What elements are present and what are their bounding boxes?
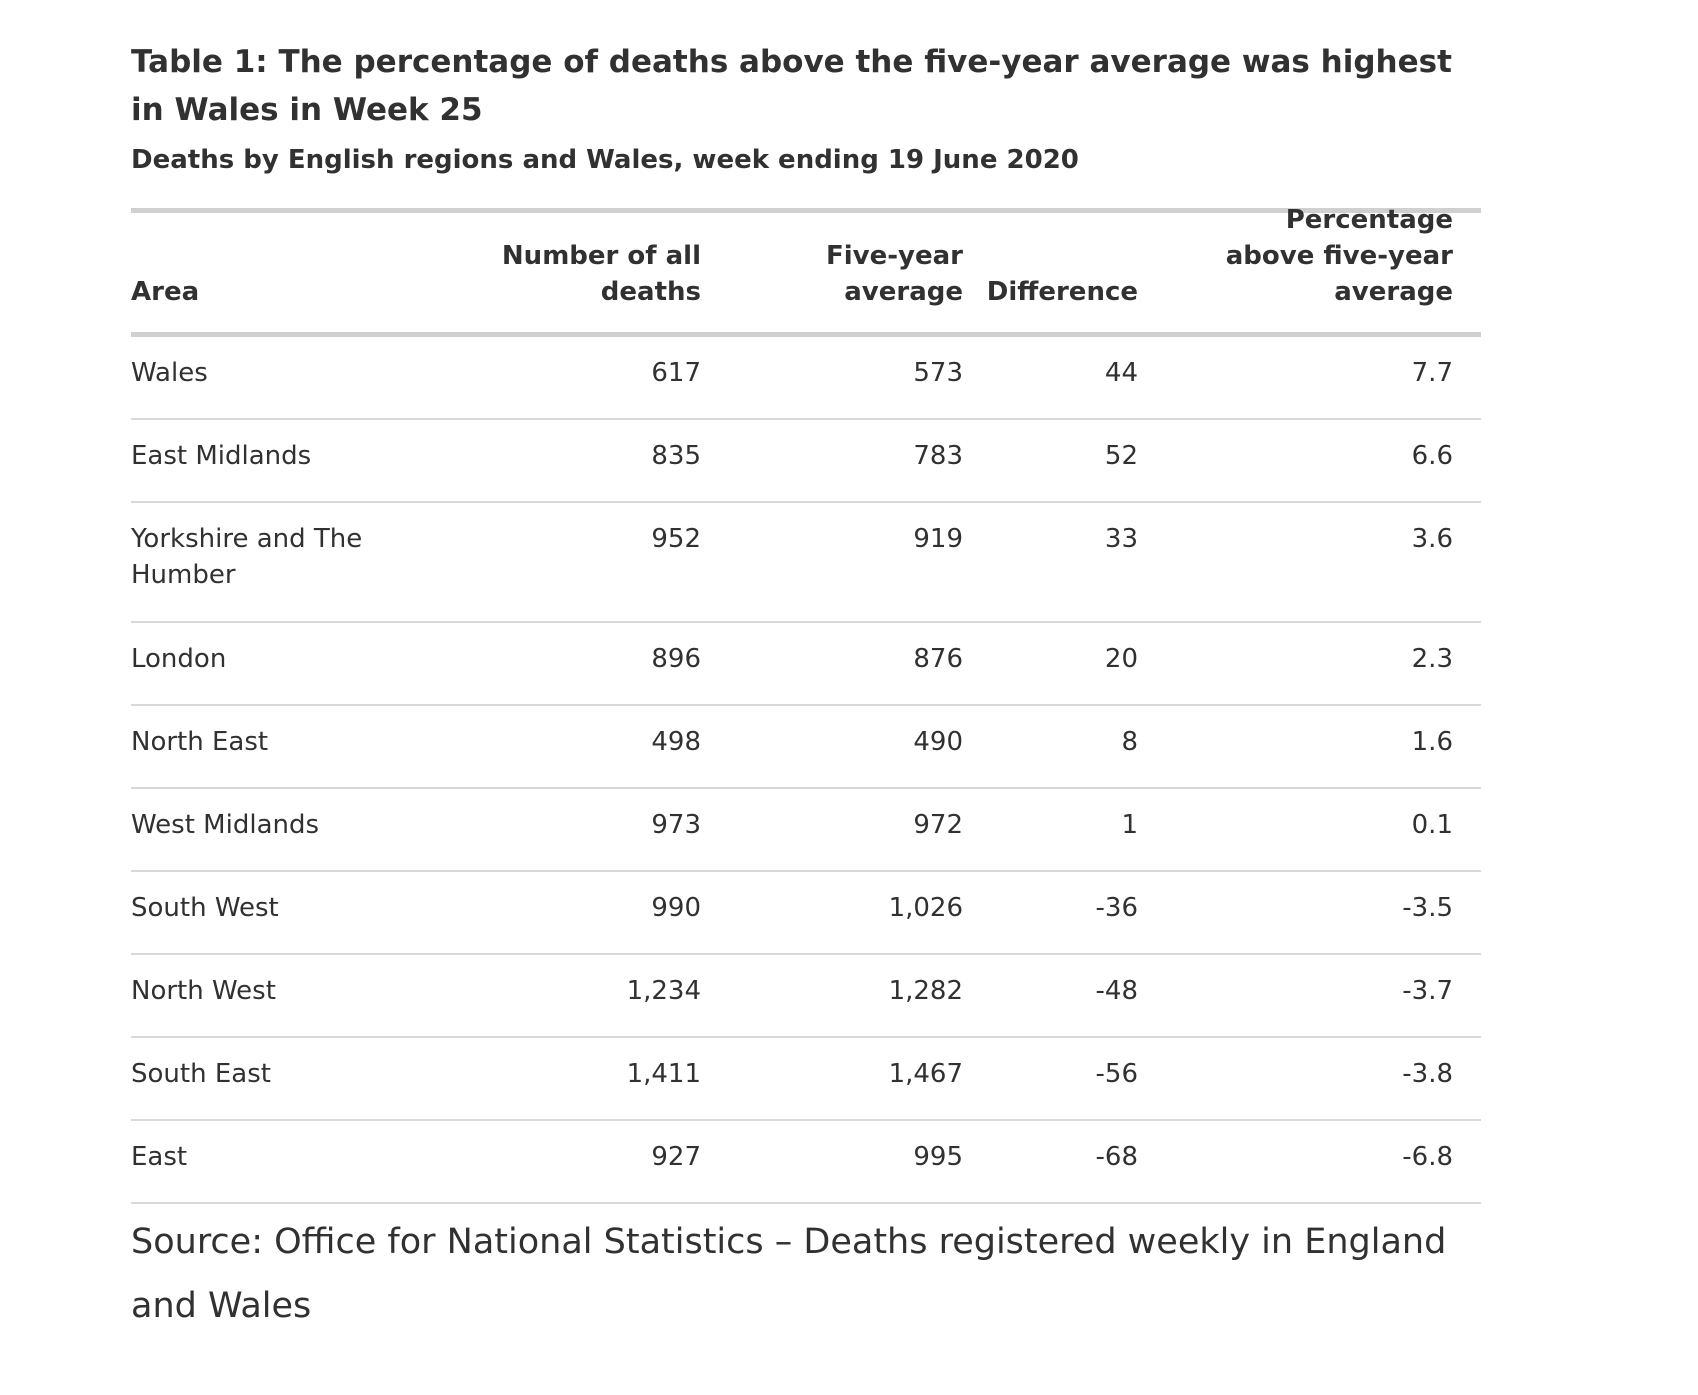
cell-average: 1,282	[888, 976, 963, 1006]
table-row: West Midlands 973 972 1 0.1	[131, 789, 1481, 872]
cell-deaths: 990	[651, 893, 701, 923]
cell-area: West Midlands	[131, 810, 320, 840]
table-top-rule	[131, 208, 1481, 213]
cell-percentage: -3.5	[1402, 893, 1453, 923]
table-row: Yorkshire and The Humber 952 919 33 3.6	[131, 503, 1481, 623]
table-body: Wales 617 573 44 7.7 East Midlands 835 7…	[131, 337, 1481, 1204]
cell-average: 876	[913, 644, 963, 674]
cell-area: North East	[131, 727, 269, 757]
cell-average: 573	[913, 358, 963, 388]
table-title: Table 1: The percentage of deaths above …	[131, 44, 1452, 128]
cell-difference: 8	[1121, 727, 1138, 757]
cell-deaths: 1,234	[626, 976, 701, 1006]
cell-average: 1,026	[888, 893, 963, 923]
cell-deaths: 1,411	[626, 1059, 701, 1089]
cell-percentage: 7.7	[1411, 358, 1453, 388]
cell-difference: 33	[1104, 524, 1138, 554]
table-row: Wales 617 573 44 7.7	[131, 337, 1481, 420]
table-row: South East 1,411 1,467 -56 -3.8	[131, 1038, 1481, 1121]
cell-difference: -56	[1095, 1059, 1138, 1089]
cell-deaths: 927	[651, 1142, 701, 1172]
cell-difference: 1	[1121, 810, 1138, 840]
cell-difference: 20	[1104, 644, 1138, 674]
cell-average: 490	[913, 727, 963, 757]
cell-percentage: -3.7	[1402, 976, 1453, 1006]
cell-difference: -68	[1095, 1142, 1138, 1172]
data-table: Area Number of all deaths Five-year aver…	[131, 205, 1481, 1204]
cell-average: 995	[913, 1142, 963, 1172]
cell-difference: 52	[1104, 441, 1138, 471]
cell-percentage: 6.6	[1411, 441, 1453, 471]
table-row: East 927 995 -68 -6.8	[131, 1121, 1481, 1204]
cell-area: North West	[131, 976, 276, 1006]
cell-area: South West	[131, 893, 279, 923]
cell-percentage: -3.8	[1402, 1059, 1453, 1089]
cell-average: 972	[913, 810, 963, 840]
cell-area: Wales	[131, 358, 208, 388]
table-row: North West 1,234 1,282 -48 -3.7	[131, 955, 1481, 1038]
document: Table 1: The percentage of deaths above …	[131, 38, 1481, 1204]
cell-difference: 44	[1104, 358, 1138, 388]
table-row: North East 498 490 8 1.6	[131, 706, 1481, 789]
header-area: Area	[131, 277, 200, 307]
cell-difference: -36	[1095, 893, 1138, 923]
cell-percentage: -6.8	[1402, 1142, 1453, 1172]
cell-deaths: 617	[651, 358, 701, 388]
cell-percentage: 1.6	[1411, 727, 1453, 757]
cell-area: London	[131, 644, 227, 674]
table-subtitle: Deaths by English regions and Wales, wee…	[131, 145, 1079, 175]
cell-percentage: 2.3	[1411, 644, 1453, 674]
cell-percentage: 3.6	[1411, 524, 1453, 554]
header-difference: Difference	[986, 277, 1138, 307]
cell-area: East Midlands	[131, 441, 312, 471]
cell-area: Yorkshire and The Humber	[131, 524, 363, 590]
cell-area: South East	[131, 1059, 271, 1089]
table-row: South West 990 1,026 -36 -3.5	[131, 872, 1481, 955]
cell-deaths: 973	[651, 810, 701, 840]
cell-deaths: 952	[651, 524, 701, 554]
table-row: London 896 876 20 2.3	[131, 623, 1481, 706]
cell-average: 1,467	[888, 1059, 963, 1089]
cell-difference: -48	[1095, 976, 1138, 1006]
header-percentage: Percentage above five-year average	[1225, 205, 1453, 307]
cell-deaths: 498	[651, 727, 701, 757]
cell-percentage: 0.1	[1411, 810, 1453, 840]
cell-deaths: 896	[651, 644, 701, 674]
cell-area: East	[131, 1142, 188, 1172]
source-note: Source: Office for National Statistics –…	[131, 1222, 1447, 1326]
cell-average: 919	[913, 524, 963, 554]
cell-average: 783	[913, 441, 963, 471]
table-header: Area Number of all deaths Five-year aver…	[131, 205, 1481, 337]
table-row: East Midlands 835 783 52 6.6	[131, 420, 1481, 503]
header-deaths: Number of all deaths	[501, 241, 701, 307]
cell-deaths: 835	[651, 441, 701, 471]
header-average: Five-year average	[826, 241, 963, 307]
